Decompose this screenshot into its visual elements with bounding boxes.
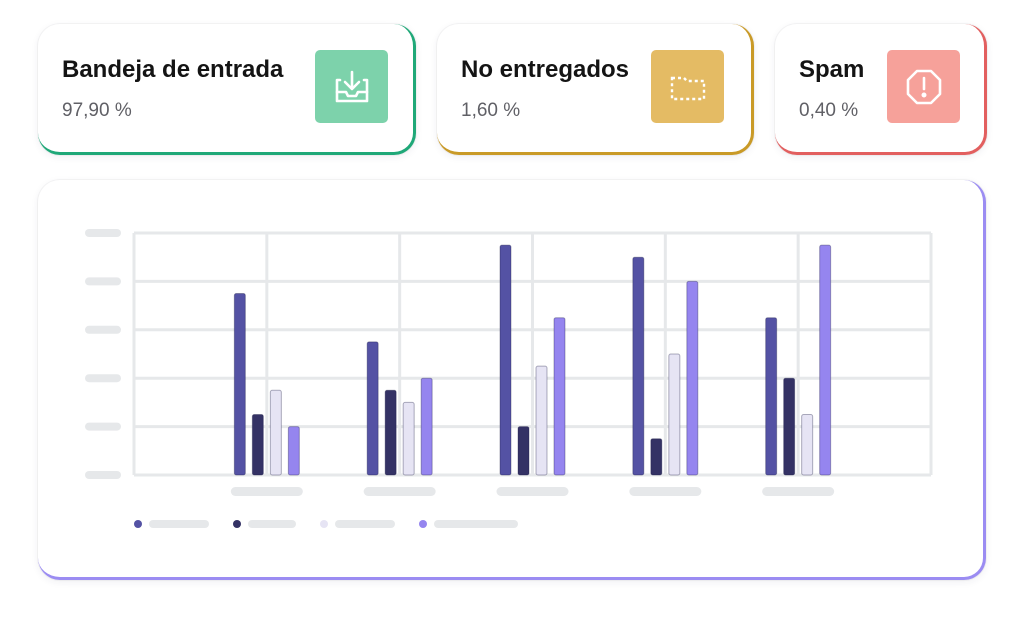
bar bbox=[499, 244, 512, 476]
alert-octagon-icon bbox=[887, 50, 960, 123]
bar bbox=[366, 341, 379, 476]
bar bbox=[632, 256, 645, 476]
bar bbox=[269, 389, 282, 476]
y-tick-label bbox=[85, 422, 121, 431]
y-tick-label bbox=[85, 471, 121, 479]
bar bbox=[233, 293, 246, 476]
x-tick-label bbox=[629, 487, 702, 496]
stat-card-undelivered: No entregados 1,60 % bbox=[437, 24, 754, 155]
legend-label bbox=[335, 520, 395, 528]
bar bbox=[287, 426, 300, 476]
bar bbox=[783, 377, 796, 476]
bar-chart bbox=[85, 229, 933, 528]
x-tick-label bbox=[762, 487, 835, 496]
y-tick-label bbox=[85, 277, 121, 286]
y-tick-label bbox=[85, 325, 121, 334]
bar bbox=[686, 280, 699, 476]
legend-marker bbox=[233, 520, 241, 528]
legend-marker bbox=[419, 520, 427, 528]
bar bbox=[384, 389, 397, 476]
legend-marker bbox=[134, 520, 142, 528]
bar bbox=[251, 414, 264, 476]
stat-card-inbox: Bandeja de entrada 97,90 % bbox=[38, 24, 416, 155]
legend-label bbox=[149, 520, 209, 528]
x-tick-label bbox=[363, 487, 436, 496]
bar bbox=[801, 414, 814, 476]
bar bbox=[420, 377, 433, 476]
stat-value: 97,90 % bbox=[62, 100, 132, 121]
chart-card bbox=[38, 180, 986, 580]
stat-card-spam: Spam 0,40 % bbox=[775, 24, 987, 155]
bar bbox=[553, 317, 566, 476]
y-tick-label bbox=[85, 229, 121, 237]
bar bbox=[650, 438, 663, 476]
legend-label bbox=[248, 520, 296, 528]
bar bbox=[668, 353, 681, 476]
legend-label bbox=[434, 520, 518, 528]
bar bbox=[402, 401, 415, 476]
stat-title: Spam bbox=[799, 56, 865, 83]
stat-title: Bandeja de entrada bbox=[62, 56, 284, 83]
inbox-download-icon bbox=[315, 50, 388, 123]
x-tick-label bbox=[230, 487, 303, 496]
bar bbox=[535, 365, 548, 476]
bar bbox=[819, 244, 832, 476]
bar bbox=[517, 426, 530, 476]
bar bbox=[765, 317, 778, 476]
x-tick-label bbox=[496, 487, 569, 496]
stat-value: 0,40 % bbox=[799, 100, 859, 121]
stat-value: 1,60 % bbox=[461, 100, 521, 121]
legend-marker bbox=[320, 520, 328, 528]
stat-title: No entregados bbox=[461, 56, 630, 83]
y-tick-label bbox=[85, 374, 121, 383]
dashed-folder-icon bbox=[651, 50, 724, 123]
